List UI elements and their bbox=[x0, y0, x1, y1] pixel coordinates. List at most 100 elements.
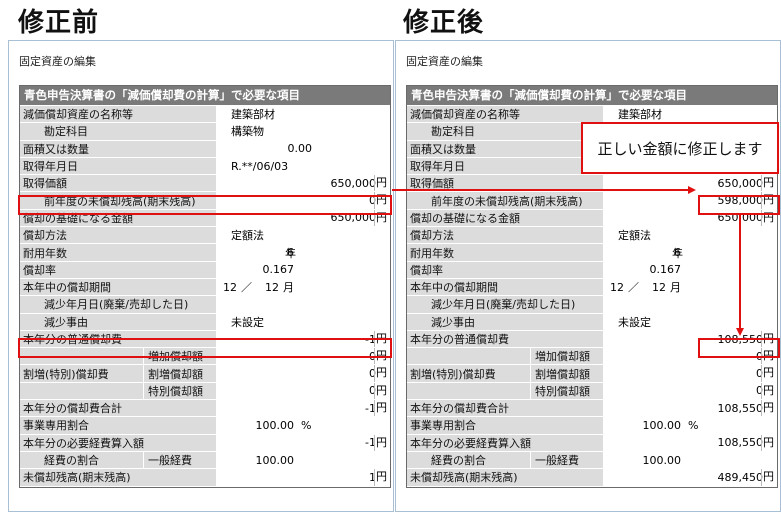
heading-after: 修正後 bbox=[403, 8, 485, 38]
form-title: 青色申告決算書の「減価償却費の計算」で必要な項目 bbox=[407, 86, 777, 106]
remaining-label: 未償却残高(期末残高) bbox=[407, 469, 604, 486]
reduce-reason-label: 減少事由 bbox=[407, 313, 604, 330]
expense-ratio-label: 経費の割合 bbox=[407, 451, 531, 469]
name-label: 減価償却資産の名称等 bbox=[20, 106, 217, 123]
total-dep-label: 本年分の償却費合計 bbox=[20, 400, 217, 417]
year-unit: 年 bbox=[672, 246, 683, 260]
special-label: 割増(特別)償却費 bbox=[407, 365, 531, 382]
life-label: 耐用年数 bbox=[407, 244, 604, 261]
yen-unit: 円 bbox=[374, 400, 388, 417]
acq-date-value[interactable]: R.**/06/03 bbox=[231, 159, 289, 173]
life-label: 耐用年数 bbox=[20, 244, 217, 261]
rate-value: 0.167 bbox=[262, 263, 295, 277]
yen-unit: 円 bbox=[761, 400, 775, 417]
acq-price-value[interactable]: 650,000 bbox=[717, 176, 764, 190]
quantity-value[interactable]: 0.00 bbox=[287, 142, 313, 156]
special-label bbox=[407, 348, 531, 365]
reduce-reason-label: 減少事由 bbox=[20, 313, 217, 330]
rate-label: 償却率 bbox=[20, 261, 217, 278]
general-value[interactable]: 100.00 bbox=[642, 453, 682, 467]
period-label: 本年中の償却期間 bbox=[20, 278, 217, 296]
yen-unit: 円 bbox=[761, 175, 775, 192]
expense-value: 108,550 bbox=[717, 436, 764, 450]
yen-unit: 円 bbox=[374, 365, 388, 382]
life-value[interactable]: 6 bbox=[674, 246, 681, 260]
prev-balance-value[interactable]: 598,000 bbox=[717, 194, 764, 208]
special-label bbox=[407, 382, 531, 400]
month-unit: 月 bbox=[670, 281, 681, 295]
acq-date-label: 取得年月日 bbox=[407, 157, 604, 175]
yen-unit: 円 bbox=[761, 365, 775, 382]
total-dep-label: 本年分の償却費合計 bbox=[407, 400, 604, 417]
acq-price-label: 取得価額 bbox=[407, 175, 604, 192]
expense-ratio-label: 経費の割合 bbox=[20, 451, 144, 469]
extra-value[interactable]: 0 bbox=[369, 367, 376, 381]
special-label bbox=[20, 382, 144, 400]
method-label: 償却方法 bbox=[20, 227, 217, 244]
period-label: 本年中の償却期間 bbox=[407, 278, 604, 296]
sp-value[interactable]: 0 bbox=[369, 384, 376, 398]
acq-price-value[interactable]: 650,000 bbox=[330, 176, 377, 190]
method-value[interactable]: 定額法 bbox=[618, 229, 651, 243]
acq-price-label: 取得価額 bbox=[20, 175, 217, 192]
period-separator: ／ bbox=[628, 281, 639, 295]
acq-date-label: 取得年月日 bbox=[20, 157, 217, 175]
general-label: 一般経費 bbox=[144, 451, 217, 469]
month-unit: 月 bbox=[283, 281, 294, 295]
general-value[interactable]: 100.00 bbox=[255, 453, 295, 467]
period-separator: ／ bbox=[241, 281, 252, 295]
biz-ratio-label: 事業専用割合 bbox=[407, 417, 604, 434]
name-label: 減価償却資産の名称等 bbox=[407, 106, 604, 123]
reduce-date-input[interactable] bbox=[604, 296, 777, 313]
extra-label: 割増償却額 bbox=[144, 365, 217, 382]
yen-unit: 円 bbox=[374, 175, 388, 192]
total-dep-value: -1 bbox=[365, 401, 376, 415]
page-title: 固定資産の編集 bbox=[406, 55, 483, 68]
remaining-label: 未償却残高(期末残高) bbox=[20, 469, 217, 486]
inc-label: 増加償却額 bbox=[531, 348, 604, 365]
reduce-date-input[interactable] bbox=[217, 296, 390, 313]
period-total: 12 bbox=[652, 280, 666, 294]
period-month[interactable]: 12 bbox=[223, 280, 237, 294]
expense-value: -1 bbox=[365, 436, 376, 450]
page-title: 固定資産の編集 bbox=[19, 55, 96, 68]
yen-unit: 円 bbox=[761, 192, 775, 209]
yen-unit: 円 bbox=[761, 382, 775, 400]
prev-balance-label: 前年度の未償却残高(期末残高) bbox=[407, 192, 604, 209]
period-month[interactable]: 12 bbox=[610, 280, 624, 294]
yen-unit: 円 bbox=[374, 469, 388, 486]
method-value[interactable]: 定額法 bbox=[231, 229, 264, 243]
name-value[interactable]: 建築部材 bbox=[618, 108, 662, 122]
reduce-date-label: 減少年月日(廃棄/売却した日) bbox=[20, 296, 217, 313]
biz-ratio-value[interactable]: 100.00 bbox=[642, 418, 682, 432]
extra-value[interactable]: 0 bbox=[756, 367, 763, 381]
yen-unit: 円 bbox=[374, 382, 388, 400]
life-value[interactable]: 6 bbox=[287, 246, 294, 260]
basis-label: 償却の基礎になる金額 bbox=[407, 209, 604, 227]
special-label: 割増(特別)償却費 bbox=[20, 365, 144, 382]
form-title: 青色申告決算書の「減価償却費の計算」で必要な項目 bbox=[20, 86, 390, 106]
account-value[interactable]: 構築物 bbox=[231, 125, 264, 139]
total-dep-value: 108,550 bbox=[717, 401, 764, 415]
remaining-value: 1 bbox=[369, 470, 376, 484]
panel-before: 固定資産の編集 青色申告決算書の「減価償却費の計算」で必要な項目 減価償却資産の… bbox=[8, 40, 394, 512]
reduce-reason-value[interactable]: 未設定 bbox=[618, 315, 651, 329]
extra-label: 割増償却額 bbox=[531, 365, 604, 382]
reduce-reason-value[interactable]: 未設定 bbox=[231, 315, 264, 329]
sp-value[interactable]: 0 bbox=[756, 384, 763, 398]
rate-value: 0.167 bbox=[649, 263, 682, 277]
quantity-label: 面積又は数量 bbox=[20, 140, 217, 157]
yen-unit: 円 bbox=[761, 469, 775, 486]
percent-unit: % bbox=[301, 418, 312, 432]
account-label: 勘定科目 bbox=[20, 123, 217, 140]
correction-callout: 正しい金額に修正します bbox=[581, 122, 779, 174]
sp-label: 特別償却額 bbox=[531, 382, 604, 400]
prev-balance-value[interactable]: 0 bbox=[369, 194, 376, 208]
yen-unit: 円 bbox=[761, 209, 775, 227]
biz-ratio-value[interactable]: 100.00 bbox=[255, 418, 295, 432]
percent-unit: % bbox=[688, 418, 699, 432]
account-label: 勘定科目 bbox=[407, 123, 604, 140]
reduce-date-label: 減少年月日(廃棄/売却した日) bbox=[407, 296, 604, 313]
name-value[interactable]: 建築部材 bbox=[231, 108, 275, 122]
sp-label: 特別償却額 bbox=[144, 382, 217, 400]
